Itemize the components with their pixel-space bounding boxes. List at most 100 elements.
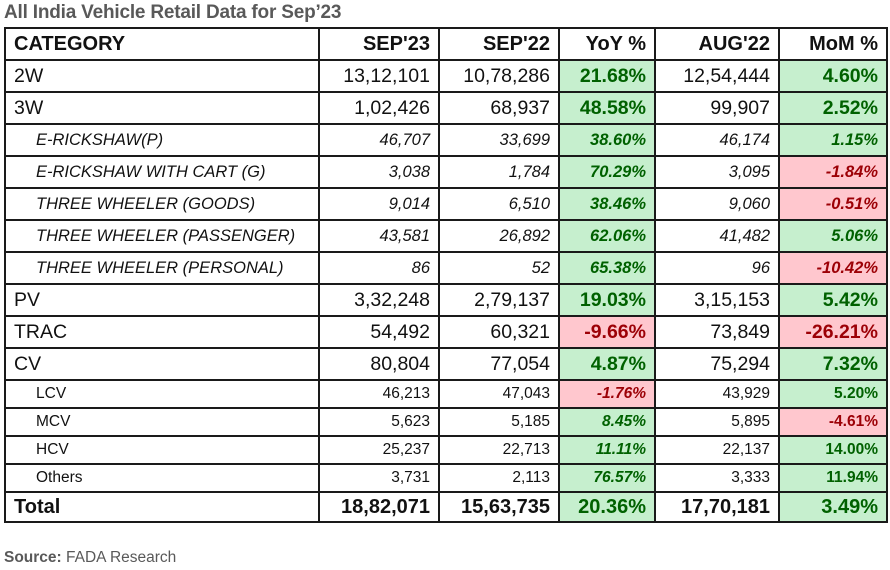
sep22-cell: 22,713: [438, 435, 560, 465]
sep23-cell: 25,237: [318, 435, 440, 465]
sep23-cell: 9,014: [318, 187, 440, 221]
yoy-cell: 19.03%: [558, 283, 656, 317]
mom-cell: 11.94%: [778, 463, 888, 493]
category-cell: LCV: [4, 379, 320, 409]
sep22-cell: 15,63,735: [438, 491, 560, 523]
table-row: E-RICKSHAW WITH CART (G) 3,038 1,784 70.29%…: [4, 155, 888, 189]
yoy-cell: -9.66%: [558, 315, 656, 349]
yoy-cell: 11.11%: [558, 435, 656, 465]
sep22-cell: 5,185: [438, 407, 560, 437]
mom-cell: 4.60%: [778, 59, 888, 93]
category-cell: 2W: [4, 59, 320, 93]
yoy-cell: 20.36%: [558, 491, 656, 523]
sep23-cell: 46,707: [318, 123, 440, 157]
mom-cell: 3.49%: [778, 491, 888, 523]
header-sep23: SEP'23: [318, 27, 440, 61]
category-cell: THREE WHEELER (PASSENGER): [4, 219, 320, 253]
category-cell: E-RICKSHAW(P): [4, 123, 320, 157]
category-cell: HCV: [4, 435, 320, 465]
yoy-cell: 62.06%: [558, 219, 656, 253]
yoy-cell: 76.57%: [558, 463, 656, 493]
sep22-cell: 6,510: [438, 187, 560, 221]
table-row: 3W 1,02,426 68,937 48.58% 99,907 2.52%: [4, 91, 888, 125]
category-cell: Others: [4, 463, 320, 493]
sep22-cell: 52: [438, 251, 560, 285]
sep23-cell: 1,02,426: [318, 91, 440, 125]
category-cell: E-RICKSHAW WITH CART (G): [4, 155, 320, 189]
sep23-cell: 54,492: [318, 315, 440, 349]
sep22-cell: 2,113: [438, 463, 560, 493]
source-note: Source: FADA Research: [4, 549, 176, 567]
sep23-cell: 5,623: [318, 407, 440, 437]
aug22-cell: 73,849: [654, 315, 780, 349]
aug22-cell: 99,907: [654, 91, 780, 125]
category-cell: THREE WHEELER (PERSONAL): [4, 251, 320, 285]
yoy-cell: 38.46%: [558, 187, 656, 221]
aug22-cell: 9,060: [654, 187, 780, 221]
mom-cell: -0.51%: [778, 187, 888, 221]
table-row: CV 80,804 77,054 4.87% 75,294 7.32%: [4, 347, 888, 381]
sep22-cell: 77,054: [438, 347, 560, 381]
mom-cell: 2.52%: [778, 91, 888, 125]
table-row: LCV 46,213 47,043 -1.76% 43,929 5.20%: [4, 379, 888, 409]
sep23-cell: 80,804: [318, 347, 440, 381]
aug22-cell: 41,482: [654, 219, 780, 253]
table-row: THREE WHEELER (PERSONAL) 86 52 65.38% 96 -10.…: [4, 251, 888, 285]
mom-cell: 14.00%: [778, 435, 888, 465]
aug22-cell: 75,294: [654, 347, 780, 381]
aug22-cell: 3,333: [654, 463, 780, 493]
header-category: CATEGORY: [4, 27, 320, 61]
sep22-cell: 33,699: [438, 123, 560, 157]
sep22-cell: 68,937: [438, 91, 560, 125]
aug22-cell: 3,15,153: [654, 283, 780, 317]
mom-cell: 5.06%: [778, 219, 888, 253]
sep22-cell: 1,784: [438, 155, 560, 189]
category-cell: PV: [4, 283, 320, 317]
table-row: THREE WHEELER (GOODS) 9,014 6,510 38.46% 9,0…: [4, 187, 888, 221]
aug22-cell: 17,70,181: [654, 491, 780, 523]
sep23-cell: 3,731: [318, 463, 440, 493]
table-title: All India Vehicle Retail Data for Sep’23: [4, 2, 342, 23]
table-row: HCV 25,237 22,713 11.11% 22,137 14.00%: [4, 435, 888, 465]
mom-cell: -4.61%: [778, 407, 888, 437]
aug22-cell: 5,895: [654, 407, 780, 437]
yoy-cell: 70.29%: [558, 155, 656, 189]
yoy-cell: 4.87%: [558, 347, 656, 381]
sep23-cell: 86: [318, 251, 440, 285]
sep23-cell: 3,038: [318, 155, 440, 189]
yoy-cell: -1.76%: [558, 379, 656, 409]
sep22-cell: 60,321: [438, 315, 560, 349]
table-row: E-RICKSHAW(P) 46,707 33,699 38.60% 46,174 1.1…: [4, 123, 888, 157]
sep22-cell: 10,78,286: [438, 59, 560, 93]
header-yoy: YoY %: [558, 27, 656, 61]
aug22-cell: 22,137: [654, 435, 780, 465]
sep23-cell: 13,12,101: [318, 59, 440, 93]
header-aug22: AUG'22: [654, 27, 780, 61]
mom-cell: 5.20%: [778, 379, 888, 409]
mom-cell: 7.32%: [778, 347, 888, 381]
aug22-cell: 96: [654, 251, 780, 285]
yoy-cell: 21.68%: [558, 59, 656, 93]
category-cell: Total: [4, 491, 320, 523]
sep23-cell: 3,32,248: [318, 283, 440, 317]
mom-cell: -26.21%: [778, 315, 888, 349]
category-cell: TRAC: [4, 315, 320, 349]
sep22-cell: 2,79,137: [438, 283, 560, 317]
mom-cell: -10.42%: [778, 251, 888, 285]
source-text: FADA Research: [61, 549, 177, 566]
category-cell: CV: [4, 347, 320, 381]
table-row: Total 18,82,071 15,63,735 20.36% 17,70,181 3.…: [4, 491, 888, 523]
aug22-cell: 12,54,444: [654, 59, 780, 93]
table-row: THREE WHEELER (PASSENGER) 43,581 26,892 62.…: [4, 219, 888, 253]
aug22-cell: 43,929: [654, 379, 780, 409]
source-label: Source:: [4, 549, 62, 566]
mom-cell: -1.84%: [778, 155, 888, 189]
yoy-cell: 65.38%: [558, 251, 656, 285]
category-cell: 3W: [4, 91, 320, 125]
yoy-cell: 8.45%: [558, 407, 656, 437]
yoy-cell: 48.58%: [558, 91, 656, 125]
sep23-cell: 43,581: [318, 219, 440, 253]
table-body: 2W 13,12,101 10,78,286 21.68% 12,54,444 4.60%…: [4, 59, 888, 523]
sep23-cell: 18,82,071: [318, 491, 440, 523]
yoy-cell: 38.60%: [558, 123, 656, 157]
